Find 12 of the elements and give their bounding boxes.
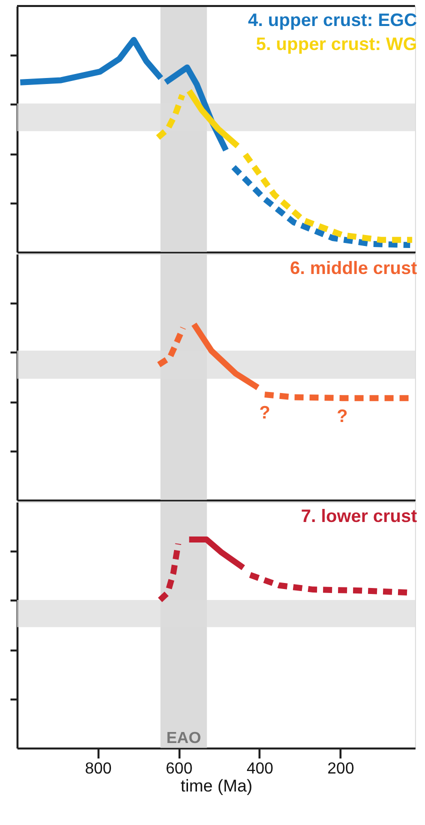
text: 5. upper crust: WG [256, 34, 417, 54]
text: 4. upper crust: EGC [248, 10, 417, 30]
x-tick-label: 600 [166, 760, 193, 778]
x-axis-title: time (Ma) [180, 776, 252, 796]
x-tick-label: 200 [327, 760, 354, 778]
x-tick-label: 800 [84, 760, 112, 778]
band-label: EAO [166, 730, 202, 747]
annotation: ? [259, 402, 270, 423]
text: 7. lower crust [300, 506, 417, 526]
annotation: ? [336, 406, 348, 426]
text: 6. middle crust [290, 258, 417, 278]
x-tick-label: 400 [246, 760, 274, 778]
